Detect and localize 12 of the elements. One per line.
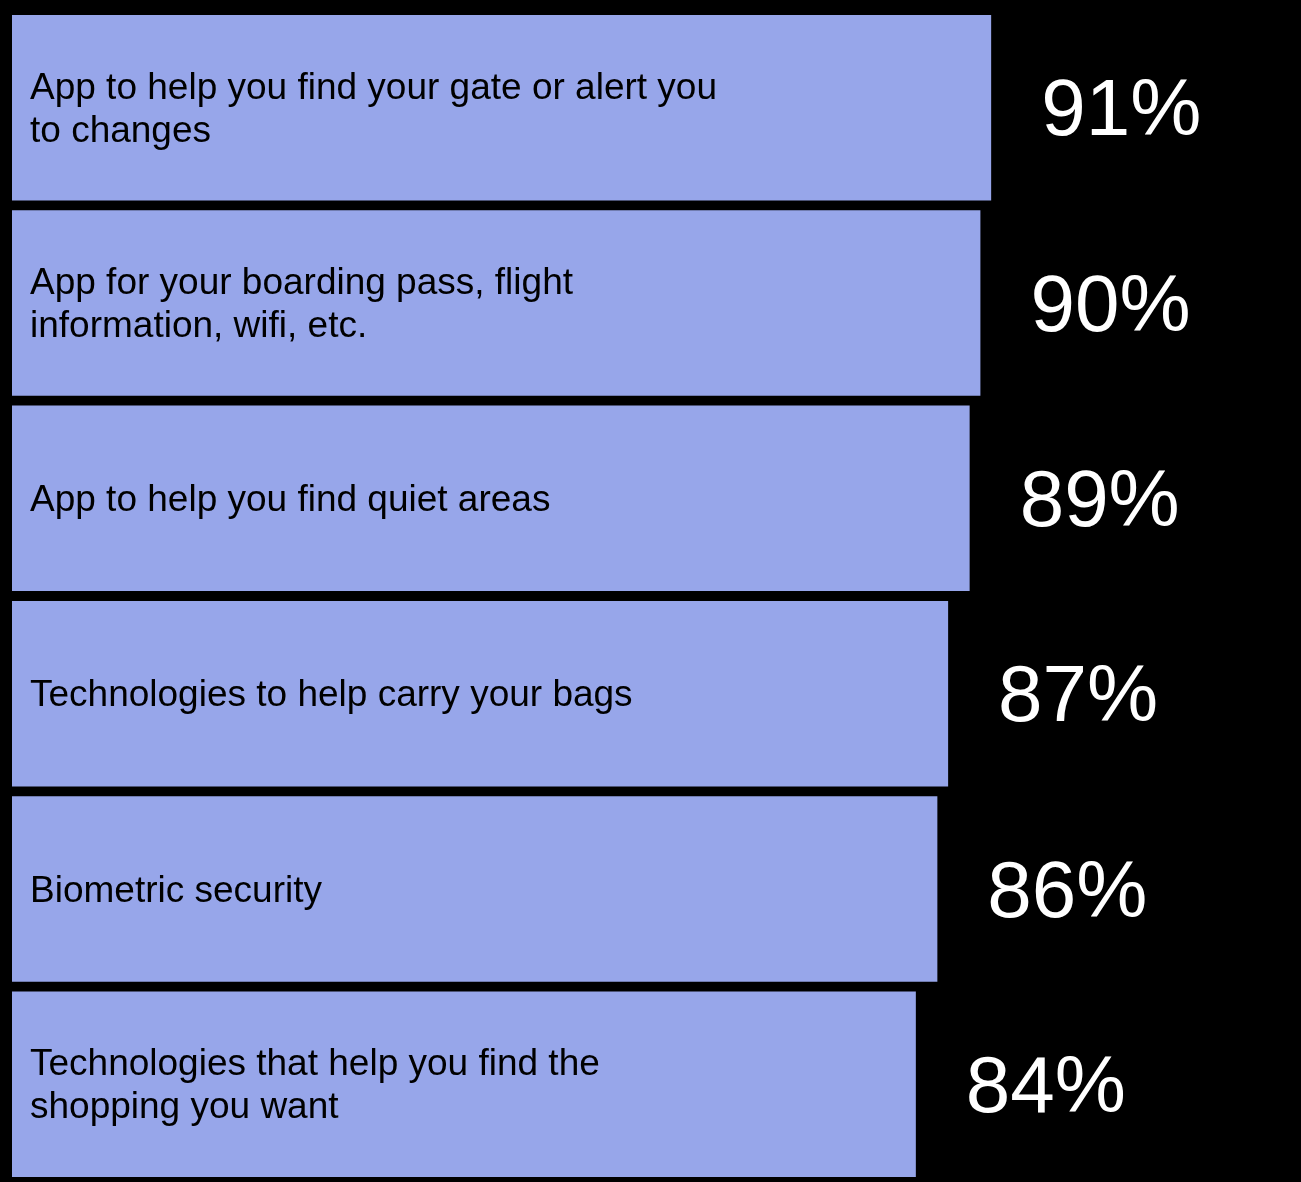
data-label: 91% (1041, 63, 1202, 153)
data-label: 86% (987, 844, 1148, 934)
data-label: 89% (1019, 453, 1180, 543)
data-label: 84% (965, 1039, 1126, 1129)
y-tick-label: Technologies to help carry your bags (30, 673, 633, 715)
y-tick-label: App for your boarding pass, flight information, wifi, etc. (30, 261, 584, 345)
y-tick-label: Biometric security (30, 868, 323, 910)
y-tick-label: Technologies that help you find the shopping you want (30, 1042, 611, 1127)
data-label: 87% (998, 649, 1159, 739)
y-tick-label: App to help you find your gate or alert you to changes (30, 65, 728, 150)
data-label: 90% (1030, 258, 1191, 348)
y-tick-label: App to help you find quiet areas (30, 477, 551, 519)
